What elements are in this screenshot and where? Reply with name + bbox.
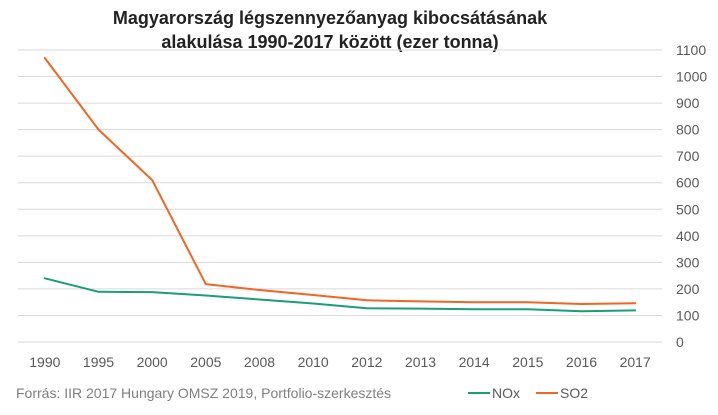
legend-label-so2: SO2	[560, 385, 588, 401]
y-tick-label: 200	[676, 281, 700, 297]
source-note: Forrás: IIR 2017 Hungary OMSZ 2019, Port…	[16, 385, 391, 401]
x-tick-label: 1995	[83, 354, 114, 370]
legend-label-nox: NOx	[492, 385, 520, 401]
y-tick-label: 700	[676, 148, 700, 164]
x-tick-label: 2015	[512, 354, 543, 370]
y-tick-label: 1100	[676, 42, 706, 58]
x-tick-label: 2000	[137, 354, 168, 370]
y-tick-label: 900	[676, 95, 700, 111]
chart-title-line-2: alakulása 1990-2017 között (ezer tonna)	[161, 32, 498, 52]
x-tick-label: 2005	[190, 354, 221, 370]
x-tick-label: 2012	[351, 354, 382, 370]
gridlines	[18, 49, 662, 343]
y-tick-label: 600	[676, 175, 700, 191]
chart-title-line-1: Magyarország légszennyezőanyag kibocsátá…	[113, 8, 548, 28]
y-tick-label: 1000	[676, 69, 707, 85]
series-line-nox	[43, 277, 637, 313]
y-tick-label: 400	[676, 228, 700, 244]
x-tick-label: 1990	[29, 354, 60, 370]
x-tick-label: 2014	[459, 354, 490, 370]
series-lines	[43, 57, 637, 313]
x-tick-label: 2008	[244, 354, 275, 370]
y-axis-ticks: 0 100 200 300 400 500 600 700 800 900 1000 1100	[676, 42, 707, 350]
x-tick-label: 2016	[566, 354, 597, 370]
series-line-so2	[43, 57, 637, 305]
x-tick-label: 2010	[298, 354, 329, 370]
y-tick-label: 500	[676, 201, 700, 217]
x-tick-label: 2013	[405, 354, 436, 370]
legend: NOx SO2	[468, 385, 588, 401]
x-axis-ticks: 1990 1995 2000 2005 2008 2010 2012 2013 2014 2015…	[29, 354, 651, 370]
y-tick-label: 100	[676, 307, 700, 323]
y-tick-label: 800	[676, 122, 700, 138]
y-tick-label: 300	[676, 254, 700, 270]
x-tick-label: 2017	[620, 354, 651, 370]
y-tick-label: 0	[676, 334, 684, 350]
